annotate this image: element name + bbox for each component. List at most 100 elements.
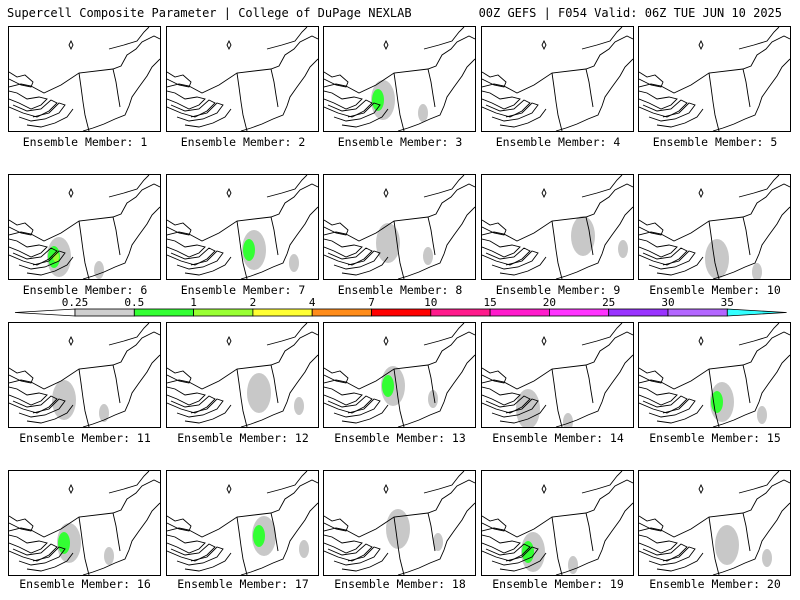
- map-boundary-line: [482, 99, 531, 118]
- scp-contour-green: [243, 239, 255, 261]
- map-boundary-line: [184, 256, 232, 276]
- map-boundary-line: [324, 219, 349, 236]
- map-boundary-line: [656, 552, 704, 572]
- map-boundary-line: [427, 512, 436, 552]
- map-canvas: [324, 471, 475, 575]
- map-boundary-line: [482, 543, 531, 562]
- map-boundary-line: [742, 216, 751, 256]
- map-boundary-line: [240, 206, 318, 279]
- map-boundary-line: [585, 512, 594, 552]
- map-boundary-line: [82, 354, 160, 427]
- scp-contour-green: [253, 525, 265, 547]
- colorbar-tick-label: 15: [483, 296, 496, 309]
- map-boundary-line: [18, 398, 66, 418]
- map-boundary-line: [18, 546, 66, 566]
- map-boundary-line: [324, 534, 363, 554]
- ensemble-member-caption: Ensemble Member: 12: [177, 431, 309, 445]
- colorbar-high-cap: [726, 308, 787, 317]
- scp-contour-gray: [386, 509, 410, 549]
- map-boundary-line: [9, 247, 58, 266]
- scp-contour-gray: [571, 216, 595, 256]
- map-boundary-line: [482, 71, 507, 88]
- ensemble-member-map-10: [638, 174, 791, 280]
- colorbar-segment: [667, 308, 728, 317]
- map-boundary-line: [639, 90, 678, 110]
- map-boundary-line: [397, 206, 475, 279]
- map-boundary-line: [742, 364, 751, 404]
- colorbar-tick-label: 7: [368, 296, 375, 309]
- map-boundary-line: [167, 71, 192, 88]
- map-boundary-line: [341, 404, 389, 424]
- ensemble-member-caption: Ensemble Member: 9: [495, 283, 621, 297]
- map-boundary-line: [184, 404, 232, 424]
- map-boundary-line: [656, 256, 704, 276]
- map-boundary-line: [738, 175, 780, 198]
- map-boundary-line: [26, 256, 74, 276]
- map-boundary-line: [112, 216, 121, 256]
- map-canvas: [324, 27, 475, 131]
- map-boundary-line: [176, 102, 224, 122]
- island-outline: [541, 335, 547, 347]
- ensemble-member-caption: Ensemble Member: 5: [652, 135, 778, 149]
- map-boundary-line: [270, 68, 279, 108]
- map-boundary-line: [712, 58, 790, 131]
- map-boundary-line: [491, 250, 539, 270]
- map-canvas: [9, 27, 160, 131]
- map-boundary-line: [236, 220, 248, 279]
- map-boundary-line: [499, 552, 547, 572]
- map-boundary-line: [9, 71, 34, 88]
- map-boundary-line: [427, 364, 436, 404]
- colorbar-segment: [608, 308, 669, 317]
- colorbar-tick-label: 0.5: [124, 296, 144, 309]
- map-boundary-line: [78, 220, 90, 279]
- map-boundary-line: [18, 250, 66, 270]
- ensemble-member-map-20: [638, 470, 791, 576]
- map-boundary-line: [499, 404, 547, 424]
- map-boundary-line: [341, 108, 389, 128]
- map-boundary-line: [324, 367, 349, 384]
- map-boundary-line: [555, 502, 633, 575]
- map-boundary-line: [639, 395, 688, 414]
- island-outline: [383, 39, 389, 51]
- scp-contour-gray: [715, 525, 739, 565]
- map-boundary-line: [167, 90, 206, 110]
- island-outline: [541, 483, 547, 495]
- map-boundary-line: [240, 58, 318, 131]
- map-boundary-line: [78, 72, 90, 131]
- ensemble-member-map-8: [323, 174, 476, 280]
- map-boundary-line: [176, 250, 224, 270]
- island-outline: [68, 335, 74, 347]
- map-boundary-line: [108, 27, 150, 50]
- scp-contour-gray: [757, 406, 767, 424]
- ensemble-member-caption: Ensemble Member: 10: [649, 283, 781, 297]
- map-boundary-line: [639, 515, 664, 532]
- map-boundary-line: [167, 543, 216, 562]
- map-boundary-line: [491, 398, 539, 418]
- map-boundary-line: [240, 354, 318, 427]
- map-boundary-line: [712, 354, 790, 427]
- map-boundary-line: [236, 72, 248, 131]
- map-boundary-line: [270, 512, 279, 552]
- map-boundary-line: [639, 386, 678, 406]
- map-boundary-line: [482, 367, 507, 384]
- map-boundary-line: [708, 72, 720, 131]
- map-canvas: [9, 175, 160, 279]
- map-boundary-line: [656, 404, 704, 424]
- ensemble-member-map-15: [638, 322, 791, 428]
- island-outline: [698, 187, 704, 199]
- map-boundary-line: [82, 206, 160, 279]
- map-boundary-line: [581, 323, 623, 346]
- map-canvas: [167, 471, 318, 575]
- map-boundary-line: [742, 68, 751, 108]
- map-boundary-line: [78, 368, 90, 427]
- map-boundary-line: [26, 404, 74, 424]
- map-boundary-line: [333, 398, 381, 418]
- map-boundary-line: [9, 515, 34, 532]
- map-boundary-line: [397, 354, 475, 427]
- map-boundary-line: [551, 516, 563, 575]
- scp-contour-gray: [618, 240, 628, 258]
- map-boundary-line: [581, 471, 623, 494]
- colorbar-tick-label: 10: [424, 296, 437, 309]
- map-boundary-line: [639, 543, 688, 562]
- map-boundary-line: [482, 515, 507, 532]
